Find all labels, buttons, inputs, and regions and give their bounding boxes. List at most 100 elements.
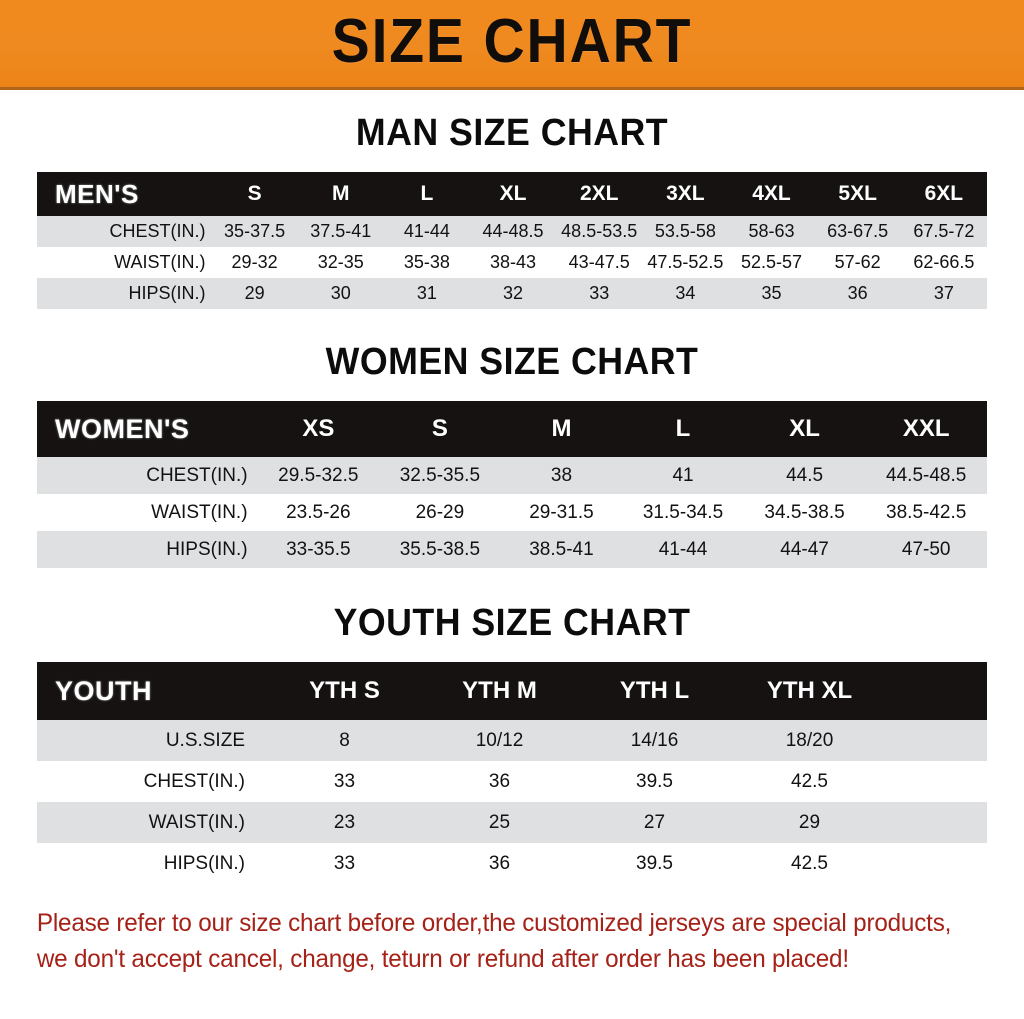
men-waist-4xl: 52.5-57 (740, 252, 803, 272)
youth-chest-yth-l: 39.5 (636, 770, 673, 792)
men-col-header-xl: XL (499, 182, 527, 205)
men-hips-m: 30 (330, 283, 351, 303)
youth-hips-yth-xl: 42.5 (791, 852, 828, 874)
youth-waist-yth-xl: 29 (798, 811, 821, 833)
table-row: WAIST(IN.) 29-32 32-35 35-38 38-43 43-47… (37, 247, 987, 278)
men-waist-2xl: 43-47.5 (568, 252, 630, 272)
men-hips-s: 29 (244, 283, 265, 303)
men-row-label-hips: HIPS(IN.) (128, 283, 206, 303)
youth-us-size-yth-l: 14/16 (630, 729, 679, 751)
men-chest-s: 35-37.5 (224, 221, 286, 241)
men-waist-l: 35-38 (403, 252, 450, 272)
youth-us-size-yth-s: 8 (339, 729, 350, 751)
youth-row-label-waist: WAIST(IN.) (148, 811, 245, 833)
men-table-header-row: MEN'S S M L XL 2XL 3XL 4XL 5XL 6XL (37, 172, 987, 216)
men-col-header-m: M (331, 182, 350, 205)
women-hips-l: 41-44 (658, 538, 708, 560)
women-col-header-m: M (551, 415, 572, 442)
men-corner-label: MEN'S (55, 178, 139, 209)
youth-col-header-yth-m: YTH M (462, 677, 537, 704)
women-waist-xs: 23.5-26 (286, 501, 351, 523)
men-hips-l: 31 (416, 283, 437, 303)
youth-cell-spacer (887, 802, 987, 843)
women-hips-xl: 44-47 (780, 538, 829, 560)
men-waist-s: 29-32 (231, 252, 278, 272)
table-row: HIPS(IN.) 33-35.5 35.5-38.5 38.5-41 41-4… (37, 531, 987, 568)
men-waist-m: 32-35 (317, 252, 364, 272)
women-waist-xl: 34.5-38.5 (764, 501, 845, 523)
women-waist-l: 31.5-34.5 (642, 501, 724, 523)
women-col-header-l: L (675, 415, 691, 442)
men-col-header-4xl: 4XL (752, 182, 791, 205)
women-section-title: WOMEN SIZE CHART (325, 341, 699, 383)
table-row: WAIST(IN.) 23 25 27 29 (37, 802, 987, 843)
men-hips-6xl: 37 (933, 283, 954, 303)
women-hips-m: 38.5-41 (529, 538, 594, 560)
men-waist-3xl: 47.5-52.5 (647, 252, 724, 272)
men-waist-6xl: 62-66.5 (913, 252, 975, 272)
women-hips-xxl: 47-50 (901, 538, 951, 560)
youth-col-header-yth-s: YTH S (309, 677, 380, 704)
table-row: CHEST(IN.) 33 36 39.5 42.5 (37, 761, 987, 802)
man-section-title: MAN SIZE CHART (355, 112, 669, 154)
men-chest-4xl: 58-63 (748, 221, 795, 241)
youth-waist-yth-l: 27 (643, 811, 666, 833)
men-chest-3xl: 53.5-58 (654, 221, 716, 241)
youth-table-header-row: YOUTH YTH S YTH M YTH L YTH XL (37, 662, 987, 720)
youth-row-label-hips: HIPS(IN.) (163, 852, 245, 874)
men-waist-5xl: 57-62 (834, 252, 881, 272)
man-size-section: MAN SIZE CHART MEN'S S M L XL 2XL 3XL 4X… (0, 112, 1024, 309)
youth-waist-yth-m: 25 (488, 811, 511, 833)
men-waist-xl: 38-43 (490, 252, 537, 272)
youth-hips-yth-l: 39.5 (636, 852, 673, 874)
youth-size-section: YOUTH SIZE CHART YOUTH YTH S YTH M YTH L… (0, 602, 1024, 884)
women-row-label-waist: WAIST(IN.) (151, 501, 248, 523)
women-col-header-xxl: XXL (902, 415, 950, 442)
youth-us-size-yth-m: 10/12 (475, 729, 524, 751)
men-row-label-chest: CHEST(IN.) (109, 221, 206, 241)
women-hips-xs: 33-35.5 (286, 538, 351, 560)
youth-cell-spacer (887, 843, 987, 884)
women-corner-label: WOMEN'S (55, 413, 190, 444)
youth-hips-yth-s: 33 (333, 852, 356, 874)
youth-header-spacer (887, 662, 987, 720)
women-chest-xs: 29.5-32.5 (278, 464, 359, 486)
women-col-header-xl: XL (789, 415, 820, 442)
page-banner: SIZE CHART (0, 0, 1024, 90)
table-row: CHEST(IN.) 35-37.5 37.5-41 41-44 44-48.5… (37, 216, 987, 247)
return-policy-line-2: we don't accept cancel, change, teturn o… (36, 944, 849, 973)
table-row: U.S.SIZE 8 10/12 14/16 18/20 (37, 720, 987, 761)
men-hips-5xl: 36 (847, 283, 868, 303)
women-col-header-xs: XS (302, 415, 335, 442)
men-col-header-5xl: 5XL (838, 182, 877, 205)
women-chest-m: 38 (550, 464, 573, 486)
women-row-label-hips: HIPS(IN.) (166, 538, 248, 560)
men-chest-6xl: 67.5-72 (913, 221, 975, 241)
men-chest-2xl: 48.5-53.5 (561, 221, 638, 241)
women-waist-m: 29-31.5 (529, 501, 594, 523)
women-chest-xxl: 44.5-48.5 (886, 464, 967, 486)
women-chest-l: 41 (672, 464, 694, 486)
youth-chest-yth-m: 36 (488, 770, 511, 792)
men-col-header-s: S (247, 182, 262, 205)
women-size-table: WOMEN'S XS S M L XL XXL CHEST(IN.) 29.5-… (37, 401, 987, 568)
women-chest-s: 32.5-35.5 (399, 464, 481, 486)
youth-col-header-yth-xl: YTH XL (766, 677, 853, 704)
men-row-label-waist: WAIST(IN.) (114, 252, 206, 272)
youth-section-title: YOUTH SIZE CHART (333, 602, 691, 644)
women-hips-s: 35.5-38.5 (399, 538, 481, 560)
return-policy-line-1: Please refer to our size chart before or… (36, 909, 952, 937)
table-row: CHEST(IN.) 29.5-32.5 32.5-35.5 38 41 44.… (37, 457, 987, 494)
youth-corner-label: YOUTH (55, 675, 152, 706)
youth-cell-spacer (887, 720, 987, 761)
table-row: HIPS(IN.) 29 30 31 32 33 34 35 36 37 (37, 278, 987, 309)
men-col-header-6xl: 6XL (924, 182, 964, 205)
men-hips-2xl: 33 (589, 283, 610, 303)
men-chest-m: 37.5-41 (310, 221, 372, 241)
youth-chest-yth-s: 33 (333, 770, 356, 792)
women-size-section: WOMEN SIZE CHART WOMEN'S XS S M L XL XXL (0, 341, 1024, 568)
table-row: HIPS(IN.) 33 36 39.5 42.5 (37, 843, 987, 884)
men-chest-xl: 44-48.5 (482, 221, 544, 241)
youth-waist-yth-s: 23 (333, 811, 356, 833)
